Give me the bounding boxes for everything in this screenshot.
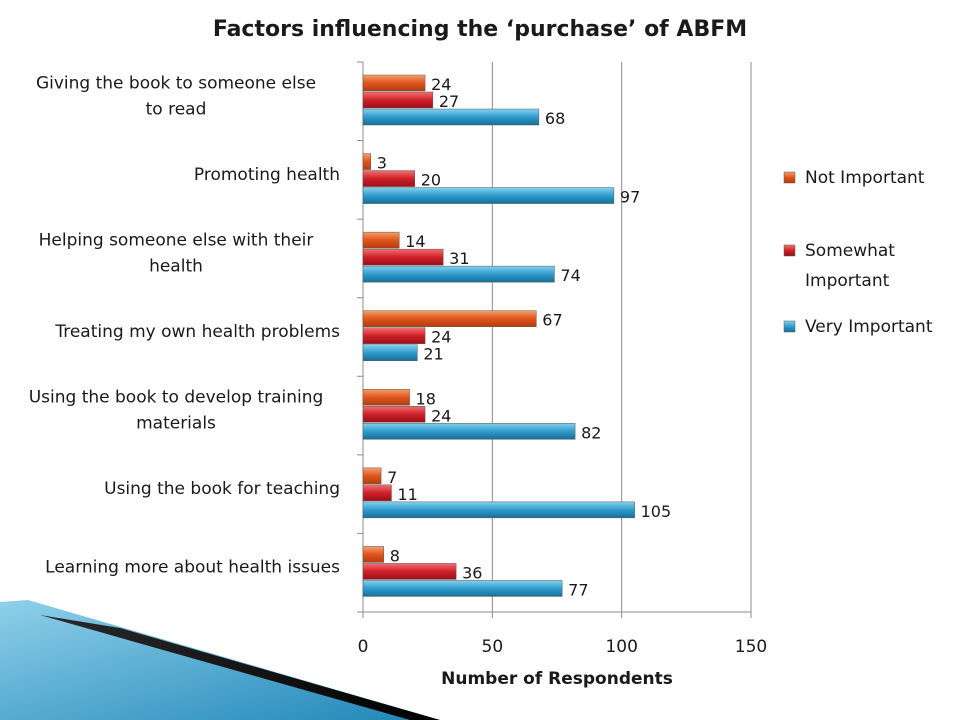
legend-label-1: Somewhat Important xyxy=(805,241,895,291)
bar-not-important-1 xyxy=(362,153,372,170)
bar-very-important-0 xyxy=(362,108,540,126)
chart-title: Factors influencing the ‘purchase’ of AB… xyxy=(213,17,747,42)
x-tick-label-3: 150 xyxy=(735,637,767,657)
data-label-0-0: 24 xyxy=(431,75,451,94)
category-label-3: Treating my own health problems xyxy=(54,322,340,342)
data-label-0-2: 14 xyxy=(405,232,425,251)
bar-somewhat-important-0 xyxy=(362,91,434,109)
bar-not-important-4 xyxy=(362,389,410,406)
bar-somewhat-important-3 xyxy=(362,327,426,344)
bar-very-important-2 xyxy=(362,265,555,283)
legend-swatch-2 xyxy=(783,320,796,333)
bar-somewhat-important-1 xyxy=(362,170,415,187)
category-label-6: Learning more about health issues xyxy=(45,558,340,578)
data-label-2-6: 77 xyxy=(568,580,588,599)
bar-somewhat-important-4 xyxy=(362,406,426,423)
data-label-0-6: 8 xyxy=(390,546,400,565)
legend-item-2: Very Important xyxy=(783,317,933,337)
x-tick-label-0: 0 xyxy=(358,637,369,657)
decorative-corner-swoosh xyxy=(0,600,440,720)
data-label-0-3: 67 xyxy=(542,311,562,330)
data-label-1-0: 27 xyxy=(439,92,459,111)
bar-somewhat-important-6 xyxy=(362,563,457,580)
bar-very-important-6 xyxy=(362,580,563,597)
data-label-2-5: 105 xyxy=(641,502,672,521)
category-label-4: Using the book to develop training materi… xyxy=(29,388,324,434)
category-labels: Giving the book to someone else to read Pr… xyxy=(29,73,340,577)
data-label-1-2: 31 xyxy=(449,249,469,268)
data-label-2-0: 68 xyxy=(545,109,565,128)
bar-somewhat-important-5 xyxy=(362,484,392,502)
data-label-1-5: 11 xyxy=(397,485,417,504)
x-tick-label-1: 50 xyxy=(482,637,504,657)
bar-not-important-0 xyxy=(362,74,426,92)
gridlines xyxy=(491,62,752,612)
x-tick-label-2: 100 xyxy=(605,637,637,657)
legend-swatch-0 xyxy=(783,171,796,184)
data-label-2-3: 21 xyxy=(423,345,443,364)
legend-item-1: Somewhat Important xyxy=(783,241,895,291)
data-label-1-3: 24 xyxy=(431,328,451,347)
data-label-0-1: 3 xyxy=(377,154,387,173)
data-label-2-2: 74 xyxy=(560,266,580,285)
bar-not-important-3 xyxy=(362,310,537,327)
category-label-0: Giving the book to someone else to read xyxy=(36,73,316,119)
data-label-0-4: 18 xyxy=(416,389,436,408)
data-label-1-6: 36 xyxy=(462,563,482,582)
data-label-0-5: 7 xyxy=(387,468,397,487)
legend-label-2: Very Important xyxy=(805,317,933,337)
legend-label-0: Not Important xyxy=(805,168,925,188)
bar-not-important-2 xyxy=(362,231,400,249)
data-label-2-1: 97 xyxy=(620,188,640,207)
category-label-2: Helping someone else with their health xyxy=(39,230,314,276)
bar-very-important-4 xyxy=(362,423,576,440)
bar-very-important-3 xyxy=(362,344,418,361)
legend: Not Important Somewhat Important Very Impor… xyxy=(783,168,933,337)
bar-very-important-1 xyxy=(362,187,615,204)
x-axis-label: Number of Respondents xyxy=(441,669,673,689)
data-label-1-1: 20 xyxy=(421,171,441,190)
legend-item-0: Not Important xyxy=(783,168,925,188)
category-label-1: Promoting health xyxy=(194,165,340,185)
legend-swatch-1 xyxy=(783,244,796,257)
bar-not-important-6 xyxy=(362,546,384,563)
bar-very-important-5 xyxy=(362,501,635,519)
bar-somewhat-important-2 xyxy=(362,248,444,266)
category-label-5: Using the book for teaching xyxy=(104,479,340,499)
bar-not-important-5 xyxy=(362,467,382,485)
data-label-1-4: 24 xyxy=(431,406,451,425)
x-tick-labels: 0 50 100 150 xyxy=(358,637,768,657)
bars xyxy=(362,74,635,597)
data-label-2-4: 82 xyxy=(581,423,601,442)
